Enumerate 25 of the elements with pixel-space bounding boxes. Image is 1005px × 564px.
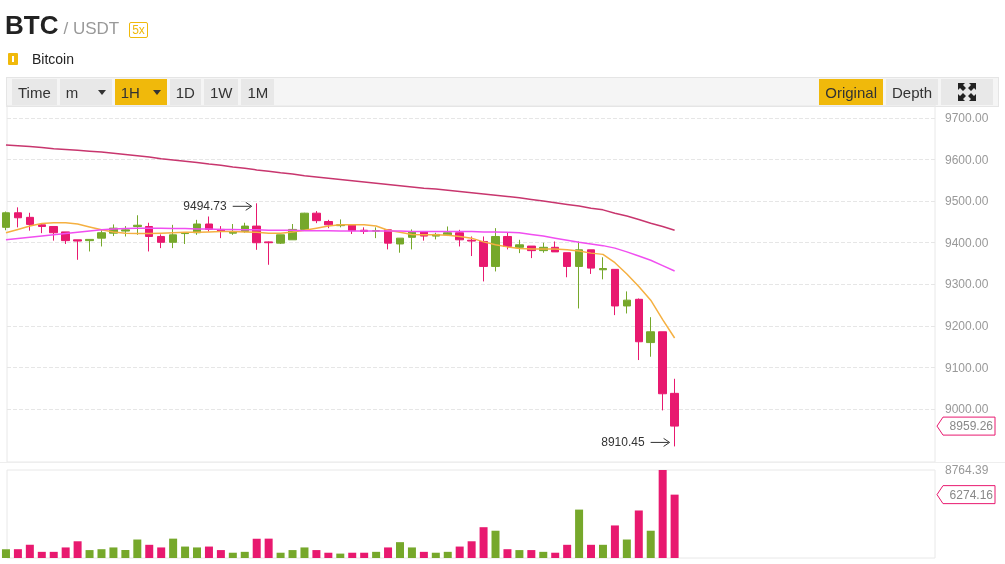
y-tick-label: 9700.00 (945, 110, 989, 125)
text: Bitcoin (32, 51, 75, 67)
text: 1H (120, 83, 140, 101)
text: 1M (247, 83, 269, 101)
text: 5x (129, 22, 148, 38)
text: m (65, 83, 79, 101)
y-tick-label: 9400.00 (945, 235, 989, 250)
annotation: 9494.73 (183, 199, 228, 214)
text: Time (18, 83, 51, 101)
y-tick-label: 9300.00 (945, 277, 989, 292)
y-tick-label: 9100.00 (945, 360, 989, 375)
text: 6274.16 (949, 487, 994, 502)
text: 8959.26 (949, 419, 994, 434)
text: Original (825, 83, 877, 101)
y-tick-label: 9600.00 (945, 152, 989, 167)
y-tick-label: 9500.00 (945, 194, 989, 209)
annotation: 8910.45 (601, 435, 645, 450)
text: 1D (175, 83, 195, 101)
text: 8764.39 (945, 463, 989, 477)
y-tick-label: 9200.00 (945, 318, 989, 333)
chart-subtitle: / USDT (63, 19, 120, 39)
chart-title: BTC (5, 10, 59, 41)
y-tick-label: 9000.00 (945, 402, 989, 417)
text: 1W (209, 83, 233, 101)
text: Depth (891, 83, 932, 101)
